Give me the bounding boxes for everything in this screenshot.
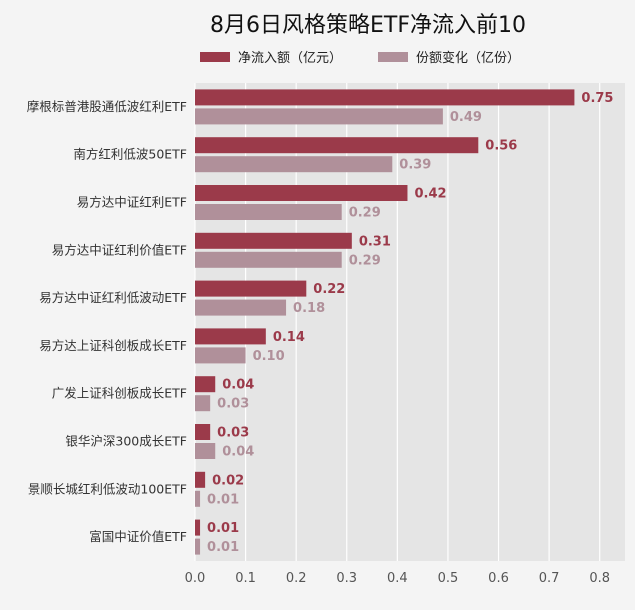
- x-tick-label: 0.4: [387, 571, 408, 586]
- value-label-net-inflow: 0.02: [212, 473, 244, 488]
- category-label: 易方达上证科创板成长ETF: [39, 338, 187, 353]
- value-label-share-change: 0.29: [349, 206, 381, 221]
- value-label-net-inflow: 0.03: [217, 426, 249, 441]
- category-label: 广发上证科创板成长ETF: [52, 386, 187, 401]
- bar-share-change: [195, 395, 211, 412]
- bar-net-inflow: [195, 424, 211, 440]
- bar-share-change: [195, 347, 246, 364]
- bar-net-inflow: [195, 471, 206, 488]
- category-labels: 摩根标普港股通低波红利ETF 南方红利低波50ETF 易方达中证红利ETF 易方达中证…: [27, 99, 187, 544]
- category-label: 富国中证价值ETF: [89, 529, 187, 544]
- legend-swatch-net-inflow: [200, 52, 230, 62]
- value-label-net-inflow: 0.56: [485, 139, 517, 154]
- x-axis-ticks: 0.0 0.1 0.2 0.3 0.4 0.5 0.6 0.7 0.8: [185, 571, 610, 586]
- value-label-net-inflow: 0.04: [222, 378, 254, 393]
- bar-share-change: [195, 490, 201, 507]
- bar-net-inflow: [195, 519, 201, 536]
- bar-share-change: [195, 108, 443, 125]
- category-label: 南方红利低波50ETF: [73, 147, 187, 162]
- category-label: 易方达中证红利价值ETF: [52, 242, 187, 257]
- x-tick-label: 0.7: [539, 571, 560, 586]
- bar-net-inflow: [195, 185, 408, 201]
- value-label-share-change: 0.49: [450, 110, 482, 125]
- x-tick-label: 0.5: [438, 571, 459, 586]
- value-label-share-change: 0.01: [207, 540, 239, 555]
- category-label: 银华沪深300成长ETF: [65, 434, 187, 449]
- bar-net-inflow: [195, 137, 479, 154]
- bar-net-inflow: [195, 280, 307, 297]
- bar-share-change: [195, 251, 342, 268]
- x-tick-label: 0.3: [336, 571, 357, 586]
- chart-title: 8月6日风格策略ETF净流入前10: [210, 13, 526, 38]
- value-label-net-inflow: 0.31: [359, 234, 391, 249]
- value-label-share-change: 0.01: [207, 492, 239, 507]
- value-label-net-inflow: 0.14: [273, 330, 305, 345]
- value-label-net-inflow: 0.22: [313, 282, 345, 297]
- category-label: 景顺长城红利低波动100ETF: [28, 481, 187, 496]
- category-label: 易方达中证红利低波动ETF: [39, 290, 187, 305]
- x-tick-label: 0.2: [286, 571, 307, 586]
- value-label-net-inflow: 0.42: [414, 187, 446, 202]
- bar-share-change: [195, 156, 393, 173]
- bar-net-inflow: [195, 89, 575, 106]
- category-label: 摩根标普港股通低波红利ETF: [27, 99, 187, 114]
- bar-net-inflow: [195, 328, 266, 345]
- bar-share-change: [195, 204, 342, 220]
- legend-label-share-change: 份额变化（亿份）: [416, 50, 520, 66]
- bar-share-change: [195, 538, 201, 555]
- bar-share-change: [195, 299, 287, 316]
- plot-background: [195, 83, 625, 561]
- category-label: 易方达中证红利ETF: [77, 195, 187, 210]
- x-tick-label: 0.8: [589, 571, 610, 586]
- value-labels: 0.75 0.490.56 0.39 0.42 0.29 0.31 0.29 0.22 0.18…: [207, 91, 613, 555]
- value-label-share-change: 0.18: [293, 301, 325, 316]
- legend: 净流入额（亿元） 份额变化（亿份）: [200, 50, 520, 66]
- bar-net-inflow: [195, 232, 352, 249]
- value-label-net-inflow: 0.01: [207, 521, 239, 536]
- value-label-share-change: 0.03: [217, 397, 249, 412]
- value-label-share-change: 0.39: [399, 158, 431, 173]
- bar-net-inflow: [195, 376, 216, 393]
- value-label-share-change: 0.10: [253, 349, 285, 364]
- value-label-share-change: 0.29: [349, 253, 381, 268]
- legend-label-net-inflow: 净流入额（亿元）: [238, 51, 342, 66]
- x-tick-label: 0.0: [185, 571, 206, 586]
- value-label-net-inflow: 0.75: [581, 91, 613, 106]
- x-tick-label: 0.6: [488, 571, 509, 586]
- legend-swatch-share-change: [378, 52, 408, 62]
- value-label-share-change: 0.04: [222, 445, 254, 460]
- bars: [195, 89, 575, 555]
- bar-share-change: [195, 443, 216, 459]
- x-tick-label: 0.1: [235, 571, 256, 586]
